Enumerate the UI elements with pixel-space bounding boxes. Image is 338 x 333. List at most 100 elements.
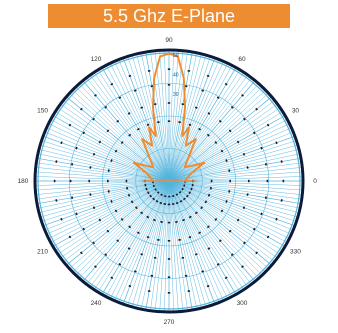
grid-dot — [201, 89, 205, 92]
inner-dashed-ring — [152, 180, 186, 198]
grid-dot — [94, 93, 97, 97]
grid-dot — [167, 291, 171, 294]
grid-dot — [136, 231, 140, 235]
grid-dot — [243, 117, 246, 121]
polar-grid — [33, 48, 305, 314]
grid-dot — [146, 191, 150, 195]
grid-dot — [242, 206, 246, 210]
grid-dot — [206, 133, 210, 137]
grid-dot — [167, 84, 171, 86]
ring-label: 30 — [173, 92, 179, 98]
grid-dot — [181, 256, 185, 259]
grid-dot — [182, 197, 186, 201]
grid-dot — [266, 235, 270, 239]
grid-dot — [71, 196, 74, 200]
grid-dot — [207, 112, 211, 115]
angle-label: 30 — [292, 108, 300, 115]
grid-dot — [140, 211, 144, 215]
grid-ring — [135, 148, 203, 214]
grid-dot — [127, 112, 131, 115]
grid-dot — [171, 203, 175, 206]
grid-dot — [188, 123, 192, 126]
grid-dot — [110, 82, 114, 86]
grid-dot — [92, 117, 95, 121]
grid-dot — [188, 215, 192, 219]
grid-dot — [133, 270, 137, 273]
grid-dot — [167, 221, 171, 224]
grid-dot — [175, 220, 178, 223]
grid-dot — [68, 235, 72, 239]
grid-dot — [191, 183, 194, 187]
grid-dot — [146, 123, 150, 126]
grid-dot — [114, 209, 118, 213]
grid-dot — [75, 212, 78, 216]
grid-dot — [88, 179, 90, 183]
grid-ring — [68, 83, 270, 279]
grid-dot — [150, 85, 154, 88]
grid-dot — [107, 179, 109, 183]
grid-dot — [246, 193, 249, 196]
grid-dot — [175, 201, 179, 205]
grid-dot — [228, 129, 232, 133]
grid-dot — [104, 105, 108, 109]
grid-dot — [106, 129, 110, 133]
grid-dot — [220, 209, 224, 213]
grid-dot — [110, 200, 113, 203]
grid-dot — [157, 121, 160, 124]
grid-dot — [147, 69, 151, 72]
grid-dot — [182, 218, 185, 222]
grid-dot — [206, 74, 210, 78]
grid-dot — [149, 194, 153, 198]
grid-dot — [201, 270, 205, 273]
grid-dot — [264, 196, 267, 200]
grid-dot — [228, 169, 231, 172]
grid-dot — [230, 253, 234, 257]
ring-label: 50 — [173, 53, 179, 59]
grid-dot — [181, 103, 185, 106]
grid-dot — [280, 199, 283, 202]
grid-dot — [167, 276, 171, 279]
grid-dot — [184, 274, 188, 277]
grid-dot — [107, 190, 110, 193]
grid-dot — [229, 179, 231, 183]
grid-dot — [79, 107, 83, 111]
grid-dot — [160, 220, 163, 223]
grid-dot — [209, 186, 212, 190]
grid-dot — [55, 199, 58, 202]
grid-dot — [106, 229, 110, 233]
pattern-line — [132, 52, 206, 182]
grid-dot — [140, 253, 144, 256]
ring-label: 40 — [173, 73, 179, 79]
radiation-pattern — [132, 52, 206, 182]
grid-dot — [128, 284, 132, 288]
grid-dot — [275, 141, 278, 145]
grid-dot — [216, 263, 220, 266]
grid-dot — [204, 200, 208, 204]
grid-dot — [266, 179, 269, 183]
grid-dot — [252, 227, 256, 231]
grid-dot — [127, 193, 131, 197]
grid-dot — [116, 239, 120, 243]
grid-dot — [255, 107, 259, 111]
grid-dot — [79, 251, 83, 255]
angle-label: 210 — [37, 249, 48, 256]
grid-dot — [230, 105, 234, 109]
angle-label: 0 — [313, 178, 317, 185]
grid-dot — [246, 166, 249, 169]
grid-dot — [207, 247, 211, 250]
grid-dot — [60, 141, 63, 145]
grid-dot — [179, 199, 183, 203]
grid-dot — [187, 69, 191, 72]
angle-label: 90 — [165, 37, 173, 44]
grid-dot — [185, 194, 189, 198]
grid-dot — [128, 74, 132, 78]
grid-dot — [187, 290, 191, 293]
grid-dot — [178, 121, 181, 124]
grid-dot — [167, 240, 171, 242]
grid-dot — [242, 152, 246, 156]
grid-dot — [127, 247, 131, 250]
grid-dot — [146, 236, 150, 239]
chart-title-banner: 5.5 Ghz E-Plane — [48, 4, 290, 28]
grid-dots — [53, 68, 285, 294]
grid-dot — [255, 251, 259, 255]
